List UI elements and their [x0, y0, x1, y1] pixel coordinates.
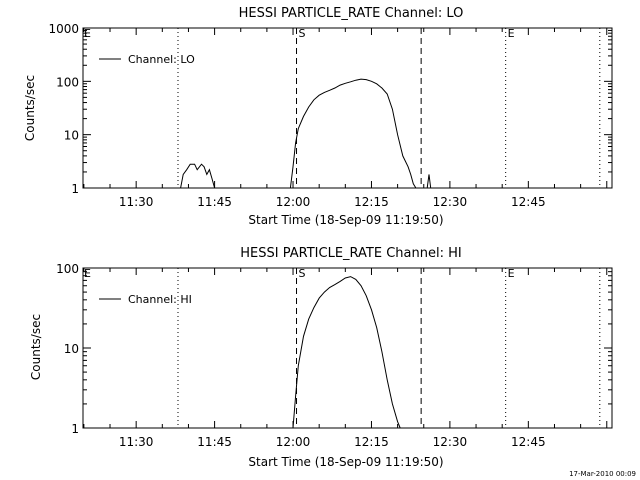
panel-hi-x-axis-label: Start Time (18-Sep-09 11:19:50)	[248, 455, 443, 469]
panel-hi-frame	[82, 267, 613, 429]
panel-hi-y-tick-label-1: 10	[64, 342, 79, 356]
panel-lo-title: HESSI PARTICLE_RATE Channel: LO	[239, 6, 464, 21]
panel-hi-legend-label: Channel: HI	[128, 293, 192, 306]
panel-hi-marker-label-s: S	[299, 267, 306, 280]
panel-lo-marker-label-s: S	[299, 27, 306, 40]
panel-hi: HESSI PARTICLE_RATE Channel: HI S E E 11:30…	[29, 246, 613, 469]
panel-lo-y-tick-label-1: 10	[64, 129, 79, 143]
panel-hi-x-tick-label-3: 12:15	[354, 435, 389, 449]
panel-hi-marker-label-e: E	[508, 267, 515, 280]
panel-lo-marker-label-e: E	[508, 27, 515, 40]
panel-hi-y-tick-label-2: 100	[56, 262, 79, 276]
panel-lo-x-tick-label-1: 11:45	[197, 195, 232, 209]
panel-lo-x-tick-label-4: 12:30	[433, 195, 468, 209]
panel-lo-edge-marker-0: E	[84, 27, 91, 40]
panel-lo-x-tick-label-5: 12:45	[511, 195, 546, 209]
panel-lo-x-tick-label-3: 12:15	[354, 195, 389, 209]
panel-lo: HESSI PARTICLE_RATE Channel: LO S E E 11:30…	[23, 6, 613, 227]
panel-lo-legend-label: Channel: LO	[128, 53, 195, 66]
panel-lo-series-line-2	[426, 174, 432, 189]
panel-lo-series-line-1	[289, 78, 417, 189]
panel-hi-y-tick-label-0: 1	[71, 422, 79, 436]
panel-lo-y-tick-label-0: 1	[71, 182, 79, 196]
timestamp-stamp: 17-Mar-2010 00:09	[569, 470, 636, 478]
panel-hi-series-line-0	[292, 276, 401, 429]
panel-hi-title: HESSI PARTICLE_RATE Channel: HI	[240, 246, 461, 261]
panel-lo-y-tick-label-3: 1000	[48, 22, 79, 36]
panel-hi-x-tick-label-1: 11:45	[197, 435, 232, 449]
panel-lo-x-tick-label-0: 11:30	[119, 195, 154, 209]
panel-hi-x-tick-label-0: 11:30	[119, 435, 154, 449]
panel-lo-frame	[82, 27, 613, 189]
panel-hi-x-tick-label-2: 12:00	[276, 435, 311, 449]
panel-hi-legend: Channel: HI	[99, 293, 192, 306]
panel-hi-plot-area: S E E 11:30 11:45 12:00 12:15 12:30 12:45 1 10 100	[56, 262, 613, 449]
panel-hi-y-axis-label: Counts/sec	[29, 314, 43, 380]
panel-lo-y-axis-label: Counts/sec	[23, 75, 37, 141]
panel-lo-y-tick-label-2: 100	[56, 75, 79, 89]
panel-hi-edge-marker-0: E	[84, 267, 91, 280]
panel-hi-x-tick-label-5: 12:45	[511, 435, 546, 449]
panel-lo-x-tick-label-2: 12:00	[276, 195, 311, 209]
panel-lo-series-line-0	[180, 163, 216, 189]
panel-lo-x-axis-label: Start Time (18-Sep-09 11:19:50)	[248, 213, 443, 227]
panel-lo-legend: Channel: LO	[99, 53, 195, 66]
panel-lo-plot-area: S E E 11:30 11:45 12:00 12:15 12:30 12:45 1 10 100 1…	[48, 22, 613, 209]
panel-hi-x-tick-label-4: 12:30	[433, 435, 468, 449]
